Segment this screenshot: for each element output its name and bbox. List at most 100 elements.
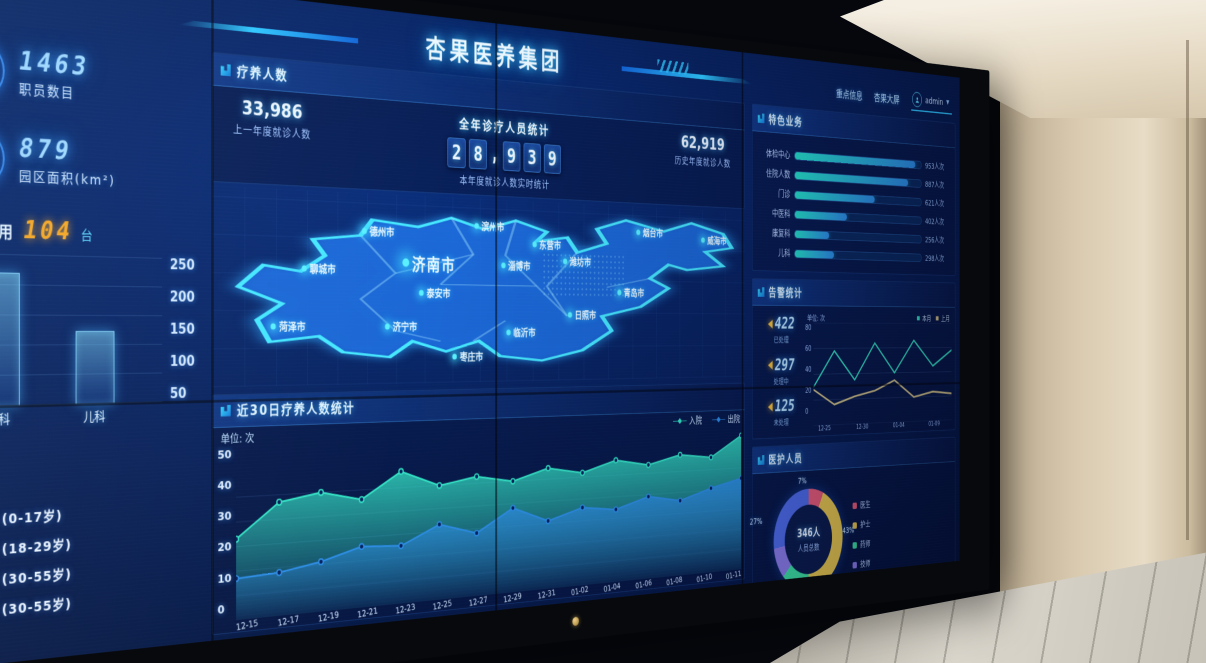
equipment-value: 104 xyxy=(21,216,74,246)
last-year-visits: 33,986 上一年度就诊人数 xyxy=(233,96,311,142)
map-city-威海市[interactable]: 威海市 xyxy=(701,234,726,248)
map-city-日照市[interactable]: 日照市 xyxy=(568,308,596,322)
equipment-bar-label: 儿科 xyxy=(76,406,113,425)
stat-card-area: 879 园区面积(km²) xyxy=(0,116,201,206)
staff-title: 医护人员 xyxy=(769,450,803,467)
trend-y-axis: 50 40 30 20 10 0 xyxy=(218,448,237,634)
axis-tick: 50 xyxy=(170,385,195,402)
legend-swatch xyxy=(853,542,857,549)
legend-label: 出院 xyxy=(728,412,741,425)
city-dot-icon xyxy=(568,312,572,318)
city-dot-icon xyxy=(271,323,276,329)
city-dot-icon xyxy=(637,230,641,236)
history-visits: 62,919 历史年度就诊人数 xyxy=(675,132,731,170)
map-city-泰安市[interactable]: 泰安市 xyxy=(419,286,450,301)
business-row-康复科: 康复科 256人次 xyxy=(759,226,950,246)
staff-legend: 医生 护士 药师 技师 xyxy=(853,499,871,571)
panel-bezel xyxy=(495,23,497,610)
percent-callout: - 21% xyxy=(0,473,195,501)
equipment-bar-产科 xyxy=(0,272,20,406)
alarm-stat-已处理: 422 已处理 xyxy=(757,315,805,345)
legend-item-出院[interactable]: —◆— 出院 xyxy=(712,412,740,426)
shandong-map: 德州市 滨州市东营市 烟台市威海市潍坊市 聊城市 济南市 淄博市青岛市 泰安市日照市菏泽市 济… xyxy=(212,186,745,387)
axis-tick: 100 xyxy=(170,353,195,370)
alarm-stat-label: 已处理 xyxy=(757,334,805,345)
panel-bezel xyxy=(742,52,744,584)
legend-item-本月[interactable]: ■ 本月 xyxy=(917,313,931,323)
axis-tick: 12-17 xyxy=(277,614,299,628)
history-value: 62,919 xyxy=(675,132,731,154)
nav-item-杏果大屏[interactable]: 杏果大屏 xyxy=(874,90,900,107)
business-row-label: 康复科 xyxy=(759,226,790,240)
counter-digit: 3 xyxy=(523,143,540,173)
business-bar-track xyxy=(794,171,921,188)
equipment-bar-儿科 xyxy=(76,331,115,404)
legend-label: 技师 xyxy=(860,558,870,570)
alarm-line-chart xyxy=(813,323,951,426)
history-label: 历史年度就诊人数 xyxy=(675,154,731,171)
city-name: 菏泽市 xyxy=(279,319,306,334)
axis-tick: 12-30 xyxy=(856,424,868,432)
city-dot-icon xyxy=(402,258,409,267)
business-row-label: 体检中心 xyxy=(759,146,790,161)
map-city-聊城市[interactable]: 聊城市 xyxy=(302,261,336,277)
annual-title: 全年诊疗人员统计 xyxy=(448,114,561,140)
donut-callout: 10% xyxy=(767,594,779,605)
arrow-left-icon xyxy=(768,319,773,328)
business-bar-fill xyxy=(795,191,875,203)
map-city-枣庄市[interactable]: 枣庄市 xyxy=(453,349,484,363)
chart-panel-icon xyxy=(758,287,765,297)
nav-links: 重点信息 杏果大屏 xyxy=(836,86,900,107)
header-nav: 重点信息 杏果大屏 admin ▼ xyxy=(836,83,952,114)
staff-legend-item-护士[interactable]: 护士 xyxy=(853,518,871,531)
map-city-东营市[interactable]: 东营市 xyxy=(532,238,561,253)
alarm-stat-value: 297 xyxy=(774,356,796,375)
axis-tick: 10 xyxy=(218,572,232,587)
last-year-label: 上一年度就诊人数 xyxy=(233,122,311,143)
map-city-临沂市[interactable]: 临沂市 xyxy=(506,325,535,339)
panel-bezel xyxy=(211,0,213,641)
trend-area-chart xyxy=(236,427,741,620)
axis-tick: 150 xyxy=(170,321,195,338)
arrow-left-icon xyxy=(768,402,773,411)
city-name: 枣庄市 xyxy=(460,349,483,363)
map-city-德州市[interactable]: 德州市 xyxy=(362,224,395,240)
axis-tick: 12-19 xyxy=(318,610,340,624)
staff-legend-item-药师[interactable]: 药师 xyxy=(853,538,871,551)
digit-counter: 28,939 xyxy=(448,137,561,174)
counter-digit: 9 xyxy=(503,141,521,172)
current-year-label: 本年度就诊人数实时统计 xyxy=(448,172,561,192)
map-city-菏泽市[interactable]: 菏泽市 xyxy=(271,319,306,334)
map-city-济南市[interactable]: 济南市 xyxy=(402,250,455,276)
business-row-label: 中医科 xyxy=(759,206,790,220)
staff-legend-item-医生[interactable]: 医生 xyxy=(853,499,871,512)
axis-tick: 20 xyxy=(805,387,811,395)
staff-count-value: 1463 xyxy=(17,46,92,81)
map-city-青岛市[interactable]: 青岛市 xyxy=(617,286,644,300)
business-bar-track xyxy=(794,229,921,243)
city-name: 青岛市 xyxy=(624,286,645,300)
map-city-淄博市[interactable]: 淄博市 xyxy=(501,258,530,273)
business-row-label: 门诊 xyxy=(759,186,790,200)
user-menu[interactable]: admin ▼ xyxy=(911,91,951,114)
map-city-烟台市[interactable]: 烟台市 xyxy=(637,226,663,240)
staff-legend-item-技师[interactable]: 技师 xyxy=(853,558,871,571)
nav-item-重点信息[interactable]: 重点信息 xyxy=(836,86,863,103)
counter-digit: 2 xyxy=(448,137,466,168)
map-city-潍坊市[interactable]: 潍坊市 xyxy=(563,255,591,269)
map-city-滨州市[interactable]: 滨州市 xyxy=(474,219,504,234)
donut-callout: 7% xyxy=(798,476,807,486)
equipment-bar-chart: 产科 儿科 250 200 150 100 50 xyxy=(0,245,201,410)
age-legend-panel: - 21% 幼年 (0-17岁) 青年 (18-29岁) 中年 (30-55岁) 老年… xyxy=(0,466,201,663)
legend-item-入院[interactable]: —◆— 入院 xyxy=(673,413,702,427)
legend-label: 入院 xyxy=(689,413,702,426)
staff-panel: 医护人员 346人 人员总数 xyxy=(752,437,955,616)
chevron-down-icon: ▼ xyxy=(946,99,949,106)
video-wall: 杏果医养集团 重点信息 杏果大屏 admin ▼ xyxy=(0,0,989,663)
cabinet-lock xyxy=(572,617,579,626)
staff-donut-chart: 346人 人员总数 7% 43% 10% 27% xyxy=(756,475,850,607)
map-city-济宁市[interactable]: 济宁市 xyxy=(385,319,417,334)
axis-tick: 12-27 xyxy=(468,595,487,608)
donut-callout: 27% xyxy=(750,516,763,527)
legend-item-上月[interactable]: ■ 上月 xyxy=(935,313,949,323)
